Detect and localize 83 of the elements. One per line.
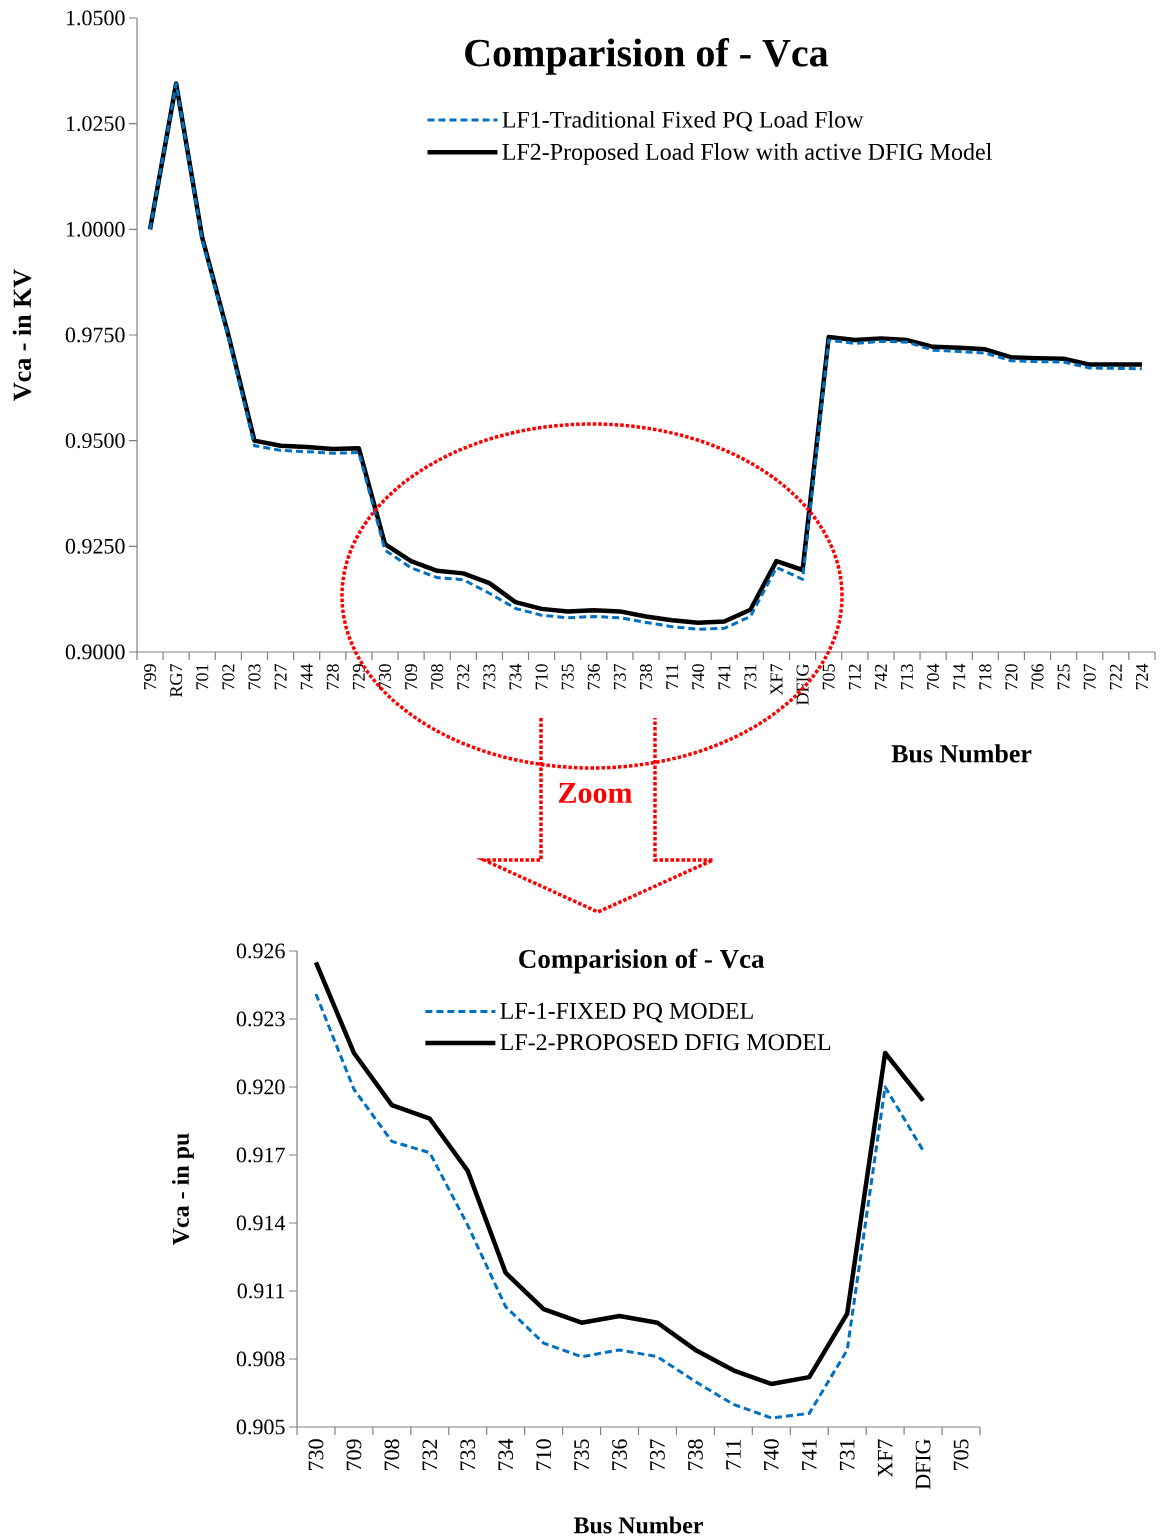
x-tick-label: 707	[1083, 664, 1096, 690]
x-tick-label: 724	[1135, 663, 1148, 690]
y-tick-label: 0.9250	[65, 538, 125, 554]
x-tick-label: 722	[1109, 664, 1122, 690]
x-tick-label: 741	[718, 664, 731, 690]
x-tick-label: 708	[431, 664, 444, 690]
y-tick-label: 0.911	[237, 1283, 285, 1299]
x-tick-label: 734	[498, 1438, 514, 1471]
x-tick-label: 732	[422, 1439, 438, 1471]
x-tick-label: 704	[927, 663, 940, 690]
x-tick-label: 732	[457, 664, 470, 690]
y-tick-label: 0.917	[236, 1147, 285, 1163]
x-tick-label: 705	[822, 664, 835, 690]
y-axis-title: Vca - in KV	[12, 269, 32, 401]
x-tick-label: 703	[248, 664, 261, 690]
x-tick-label: 733	[460, 1439, 476, 1471]
x-tick-label: 799	[144, 664, 157, 690]
y-tick-label: 0.9750	[65, 327, 125, 343]
y-tick-label: 0.905	[236, 1419, 285, 1435]
x-tick-label: 711	[666, 664, 679, 689]
x-tick-label: 731	[744, 664, 757, 690]
x-tick-label: 737	[613, 664, 626, 690]
x-tick-label: DFIG	[915, 1439, 931, 1490]
x-tick-label: 741	[801, 1439, 817, 1471]
x-tick-label: 738	[639, 664, 653, 690]
x-tick-label: 740	[763, 1439, 779, 1471]
x-tick-label: 706	[1031, 664, 1044, 690]
x-tick-label: 708	[384, 1439, 400, 1471]
x-tick-label: 738	[687, 1439, 703, 1471]
x-tick-label: 736	[587, 664, 600, 690]
x-axis-title: Bus Number	[573, 1516, 703, 1534]
x-tick-label: 733	[483, 664, 496, 690]
y-tick-label: 0.920	[236, 1079, 285, 1095]
x-tick-label: 705	[953, 1439, 969, 1471]
y-tick-label: 0.914	[236, 1215, 286, 1231]
x-tick-label: 735	[561, 664, 574, 690]
y-tick-label: 0.908	[236, 1351, 285, 1367]
x-tick-label: 736	[612, 1439, 627, 1471]
x-tick-label: XF7	[770, 664, 783, 696]
legend-label: LF-2-PROPOSED DFIG MODEL	[500, 1034, 831, 1051]
x-tick-label: 740	[692, 664, 705, 690]
x-tick-label: DFIG	[796, 664, 809, 706]
text: Zoom	[558, 783, 632, 803]
chart-title: Comparision of - Vca	[465, 38, 829, 75]
y-tick-label: 1.0250	[66, 116, 125, 132]
y-tick-label: 0.9000	[65, 644, 125, 660]
y-tick-label: 0.926	[236, 943, 285, 959]
y-tick-label: 0.9500	[65, 433, 125, 449]
legend-label: LF-1-FIXED PQ MODEL	[500, 1002, 753, 1023]
chart-title: Comparision of - Vca	[519, 948, 765, 974]
x-tick-label: 714	[953, 663, 966, 690]
x-tick-label: 702	[222, 664, 235, 690]
x-tick-label: 718	[979, 664, 992, 690]
x-tick-label: 735	[574, 1439, 589, 1471]
y-tick-label: 1.0000	[66, 221, 125, 237]
y-axis-title: Vca - in pu	[172, 1133, 194, 1246]
x-tick-label: 727	[274, 664, 287, 690]
x-tick-label: 731	[839, 1439, 855, 1471]
x-tick-label: 742	[874, 664, 887, 690]
y-tick-label: 0.923	[236, 1011, 285, 1027]
x-tick-label: 710	[535, 664, 548, 690]
legend-label: LF1-Traditional Fixed PQ Load Flow	[502, 110, 864, 132]
x-tick-label: 730	[378, 664, 392, 690]
x-tick-label: RG7	[170, 664, 183, 698]
x-tick-label: 710	[536, 1439, 552, 1471]
legend-label: LF2-Proposed Load Flow with active DFIG Model	[502, 143, 992, 165]
x-tick-label: 744	[300, 663, 313, 690]
x-tick-label: XF7	[877, 1439, 893, 1478]
x-tick-label: 713	[900, 664, 914, 690]
x-axis-title: Bus Number	[891, 744, 1032, 763]
x-tick-label: 725	[1057, 664, 1070, 690]
x-tick-label: 729	[352, 664, 365, 690]
x-tick-label: 712	[848, 664, 861, 690]
x-tick-label: 730	[308, 1439, 324, 1471]
x-tick-label: 701	[196, 664, 209, 690]
x-tick-label: 728	[326, 664, 339, 690]
x-tick-label: 734	[509, 663, 522, 690]
x-tick-label: 709	[346, 1439, 362, 1471]
x-tick-label: 711	[726, 1439, 741, 1470]
x-tick-label: 709	[405, 664, 418, 690]
x-tick-label: 737	[650, 1439, 665, 1471]
y-tick-label: 1.0500	[66, 10, 125, 26]
x-tick-label: 720	[1005, 664, 1018, 690]
